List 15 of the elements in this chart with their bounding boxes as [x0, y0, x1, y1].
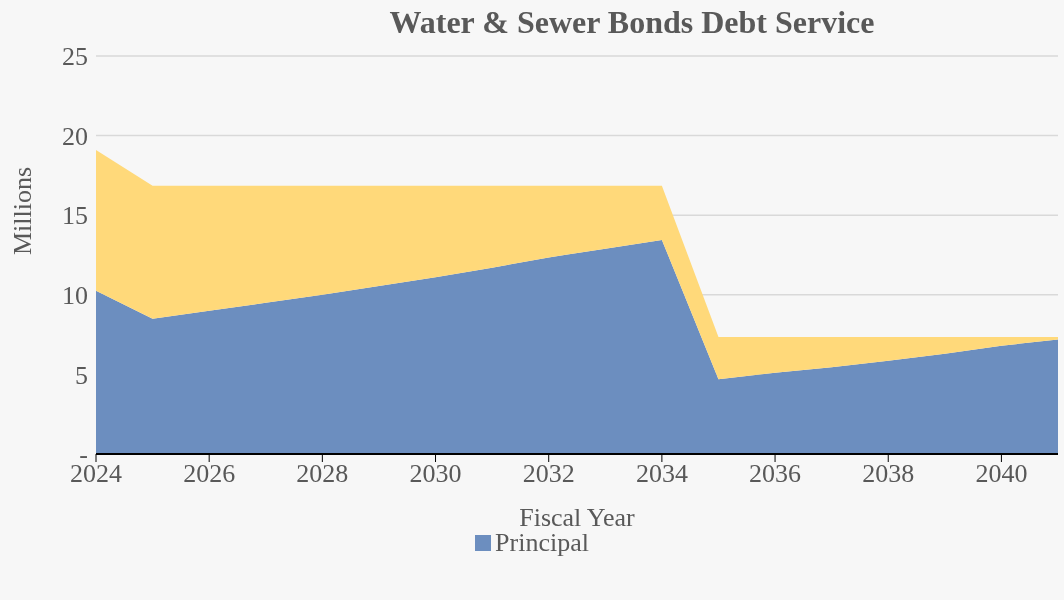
y-tick-label: 5	[75, 360, 88, 390]
y-tick-label: 15	[62, 201, 88, 231]
x-tick-label: 2034	[635, 459, 688, 489]
x-tick-label: 2036	[749, 459, 802, 489]
x-tick-label: 2030	[409, 459, 462, 489]
y-tick-label: 10	[62, 281, 88, 311]
y-tick-label: 20	[62, 121, 88, 151]
x-tick-label: 2040	[975, 459, 1028, 489]
x-tick-label: 2026	[183, 459, 236, 489]
x-tick-label: 2032	[522, 459, 575, 489]
chart-title: Water & Sewer Bonds Debt Service	[388, 3, 876, 42]
y-tick-label: 25	[62, 42, 88, 72]
x-tick-label: 2038	[862, 459, 915, 489]
y-axis-title: Millions	[8, 166, 38, 255]
x-tick-label: 2028	[296, 459, 349, 489]
